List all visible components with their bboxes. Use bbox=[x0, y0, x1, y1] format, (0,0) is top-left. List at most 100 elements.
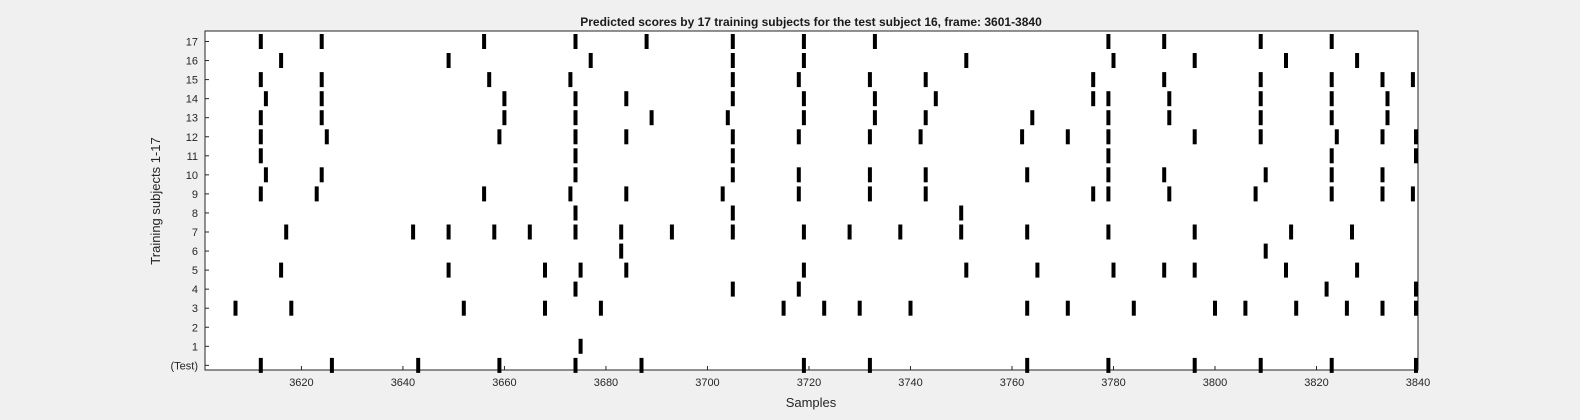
event-mark bbox=[1258, 72, 1263, 88]
event-mark bbox=[1385, 91, 1390, 107]
event-mark bbox=[1162, 72, 1167, 88]
event-mark bbox=[1192, 224, 1197, 240]
event-mark bbox=[573, 224, 578, 240]
event-mark bbox=[1106, 91, 1111, 107]
event-mark bbox=[1106, 224, 1111, 240]
event-mark bbox=[329, 357, 334, 373]
event-mark bbox=[502, 110, 507, 126]
event-mark bbox=[1410, 186, 1415, 202]
x-tick-label: 3700 bbox=[695, 377, 719, 389]
event-mark bbox=[1329, 148, 1334, 164]
x-tick-label: 3840 bbox=[1406, 377, 1430, 389]
event-mark bbox=[1253, 186, 1258, 202]
event-mark bbox=[263, 91, 268, 107]
event-mark bbox=[319, 34, 324, 49]
event-mark bbox=[1065, 300, 1070, 316]
event-mark bbox=[314, 186, 319, 202]
event-mark bbox=[279, 262, 284, 278]
x-tick-label: 3720 bbox=[797, 377, 821, 389]
event-mark bbox=[796, 72, 801, 88]
y-tick-label: 14 bbox=[186, 94, 198, 106]
event-mark bbox=[573, 205, 578, 221]
event-mark bbox=[730, 224, 735, 240]
event-mark bbox=[872, 91, 877, 107]
event-mark bbox=[1025, 224, 1030, 240]
event-mark bbox=[1414, 281, 1418, 297]
event-mark bbox=[1258, 357, 1263, 373]
event-mark bbox=[568, 186, 573, 202]
event-mark bbox=[1263, 167, 1268, 183]
event-mark bbox=[1334, 129, 1339, 145]
event-mark bbox=[1329, 72, 1334, 88]
event-mark bbox=[573, 34, 578, 49]
event-mark bbox=[1385, 110, 1390, 126]
event-mark bbox=[578, 338, 583, 354]
event-mark bbox=[461, 300, 466, 316]
event-mark bbox=[258, 129, 263, 145]
x-tick-label: 3760 bbox=[1000, 377, 1024, 389]
event-mark bbox=[898, 224, 903, 240]
event-mark bbox=[1258, 91, 1263, 107]
x-tick-label: 3620 bbox=[289, 377, 313, 389]
event-mark bbox=[867, 186, 872, 202]
event-mark bbox=[1329, 110, 1334, 126]
event-mark bbox=[1258, 110, 1263, 126]
event-mark bbox=[263, 167, 268, 183]
event-mark bbox=[1106, 148, 1111, 164]
event-mark bbox=[497, 129, 502, 145]
event-mark bbox=[1192, 262, 1197, 278]
event-mark bbox=[1414, 300, 1418, 316]
event-mark bbox=[482, 34, 487, 49]
event-mark bbox=[1344, 300, 1349, 316]
event-mark bbox=[857, 300, 862, 316]
y-tick-label: (Test) bbox=[171, 360, 199, 372]
event-mark bbox=[923, 186, 928, 202]
event-mark bbox=[1025, 300, 1030, 316]
event-mark bbox=[624, 91, 629, 107]
plot-area bbox=[204, 30, 1419, 371]
event-mark bbox=[588, 53, 593, 68]
event-mark bbox=[1167, 91, 1172, 107]
x-tick-label: 3800 bbox=[1203, 377, 1227, 389]
event-mark bbox=[1258, 129, 1263, 145]
event-marks bbox=[233, 34, 1418, 373]
event-mark bbox=[289, 300, 294, 316]
x-tick-label: 3640 bbox=[391, 377, 415, 389]
event-mark bbox=[1355, 262, 1360, 278]
event-mark bbox=[527, 224, 532, 240]
event-mark bbox=[872, 110, 877, 126]
event-mark bbox=[568, 72, 573, 88]
event-mark bbox=[923, 72, 928, 88]
event-mark bbox=[959, 205, 964, 221]
event-mark bbox=[1111, 53, 1116, 68]
event-mark bbox=[1329, 34, 1334, 49]
event-mark bbox=[781, 300, 786, 316]
event-mark bbox=[487, 72, 492, 88]
event-mark bbox=[796, 186, 801, 202]
event-mark bbox=[918, 129, 923, 145]
y-axis-label: Training subjects 1-17 bbox=[148, 137, 163, 264]
event-mark bbox=[1035, 262, 1040, 278]
event-mark bbox=[730, 53, 735, 68]
event-mark bbox=[446, 262, 451, 278]
event-mark bbox=[867, 167, 872, 183]
event-mark bbox=[796, 129, 801, 145]
event-mark bbox=[319, 72, 324, 88]
event-mark bbox=[258, 148, 263, 164]
chart-title: Predicted scores by 17 training subjects… bbox=[580, 15, 1042, 29]
event-mark bbox=[279, 53, 284, 68]
event-mark bbox=[1106, 34, 1111, 49]
event-mark bbox=[573, 129, 578, 145]
event-mark bbox=[1380, 72, 1385, 88]
event-mark bbox=[847, 224, 852, 240]
event-mark bbox=[543, 300, 547, 316]
event-mark bbox=[1324, 281, 1329, 297]
event-mark bbox=[1289, 224, 1294, 240]
event-mark bbox=[1106, 167, 1111, 183]
event-mark bbox=[923, 110, 928, 126]
event-mark bbox=[720, 186, 725, 202]
event-mark bbox=[964, 262, 969, 278]
event-mark bbox=[573, 148, 578, 164]
y-tick-label: 8 bbox=[192, 208, 198, 220]
y-tick-label: 12 bbox=[186, 132, 198, 144]
